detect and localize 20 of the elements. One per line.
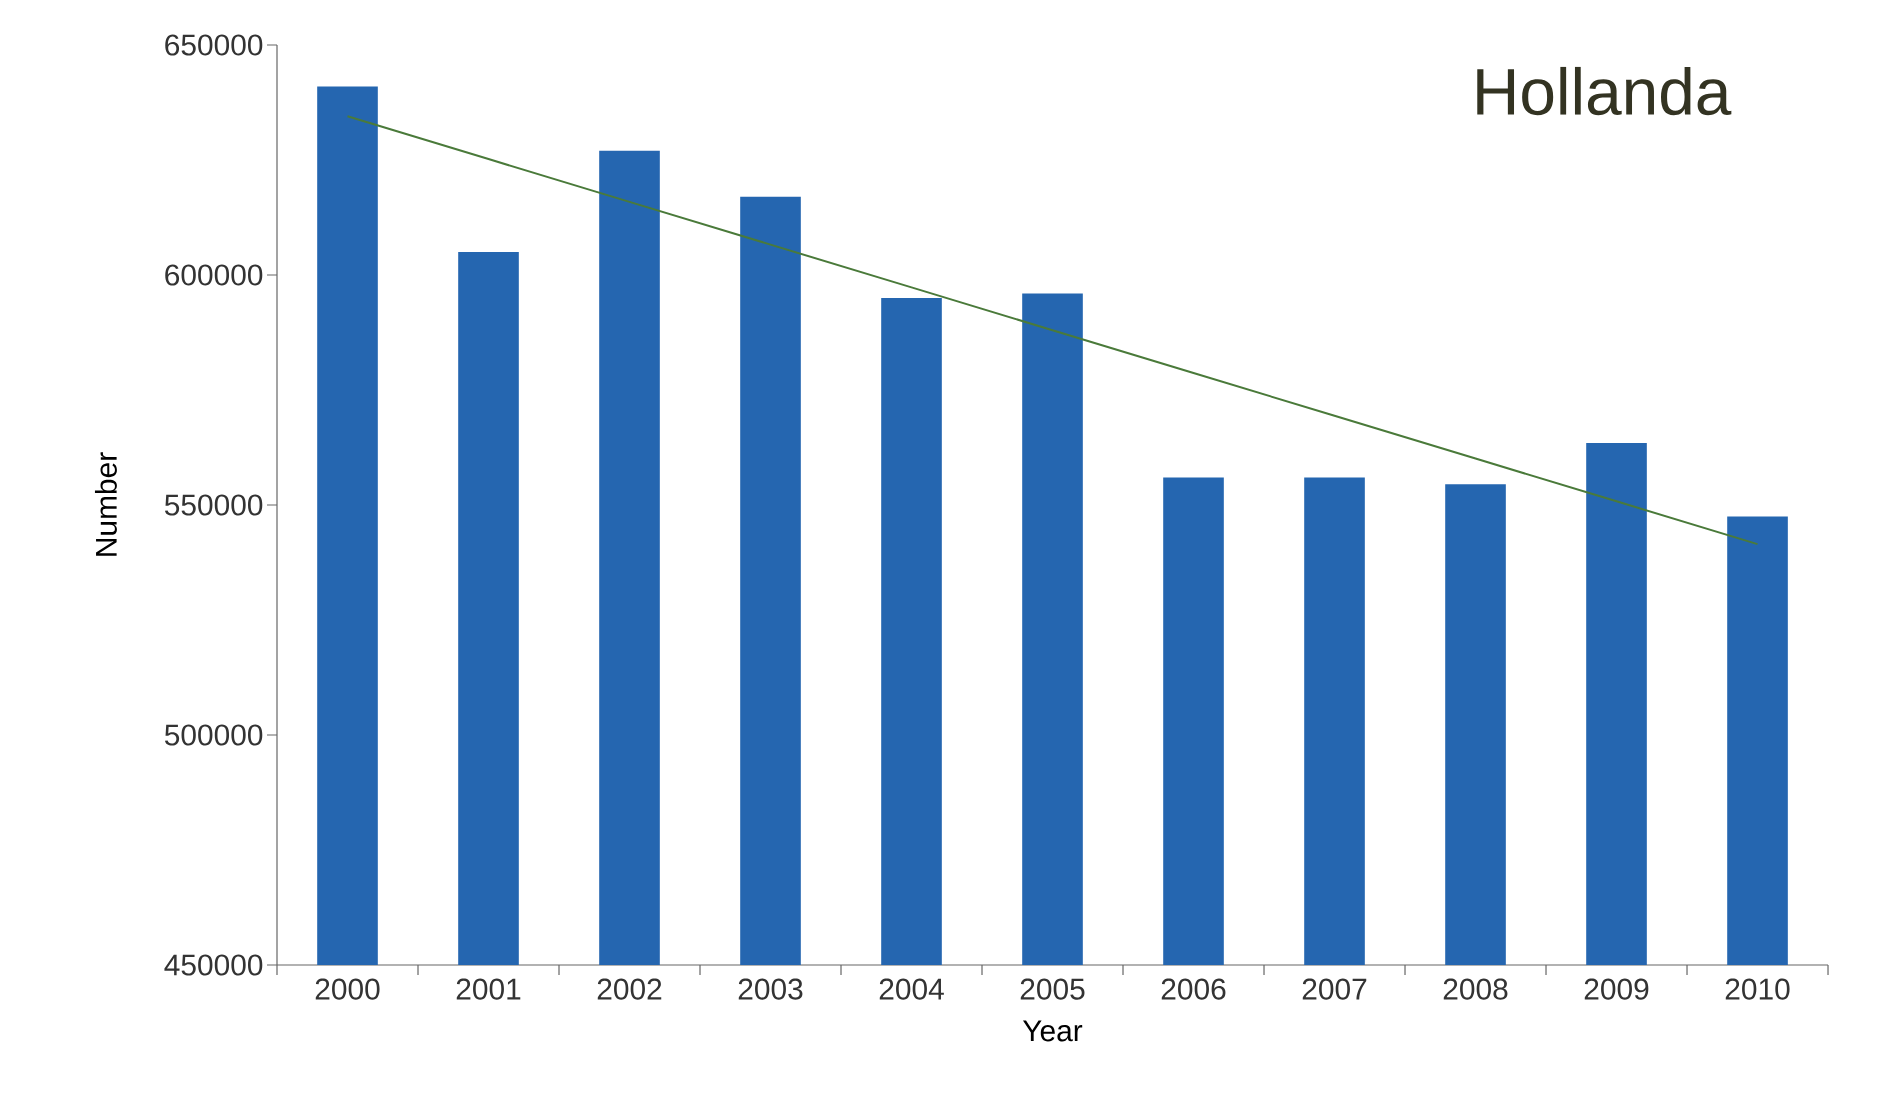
- x-axis-title: Year: [1022, 1020, 1083, 1042]
- y-tick-label: 450000: [164, 954, 263, 976]
- x-tick-label: 2007: [1302, 978, 1367, 1000]
- x-tick-label: 2005: [1020, 978, 1085, 1000]
- y-tick-label: 500000: [164, 724, 263, 746]
- y-tick-label: 550000: [164, 494, 263, 516]
- x-tick-label: 2010: [1725, 978, 1790, 1000]
- line-series: [346, 115, 1759, 546]
- y-tick-label: 650000: [165, 34, 263, 56]
- chart-title: Hollanda: [1477, 66, 1732, 116]
- x-tick-label: 2009: [1584, 978, 1649, 1000]
- x-tick-label: 2006: [1161, 978, 1226, 1000]
- x-tick-label: 2004: [879, 978, 944, 1000]
- x-tick-label: 2000: [315, 978, 380, 1000]
- x-tick-label: 2001: [456, 978, 521, 1000]
- y-tick-label: 600000: [165, 264, 263, 286]
- x-tick-label: 2003: [738, 978, 803, 1000]
- x-tick-label: 2002: [597, 978, 662, 1000]
- x-tick-label: 2008: [1443, 978, 1508, 1000]
- y-axis-title: Number: [94, 452, 117, 556]
